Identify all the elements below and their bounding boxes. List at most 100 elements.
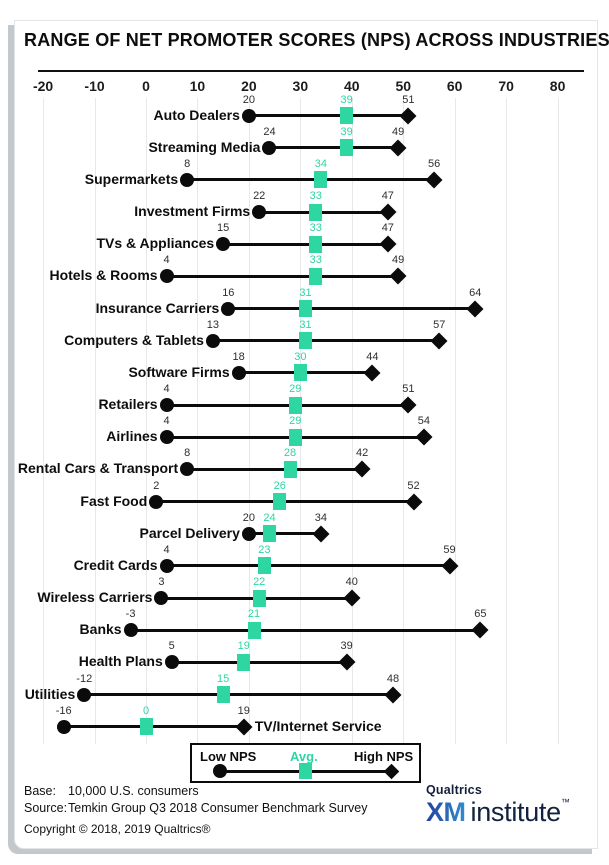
high-value: 19 (237, 704, 250, 717)
low-value: 4 (163, 254, 170, 267)
industry-label: Retailers (98, 396, 158, 413)
range-line (84, 693, 393, 697)
industry-label: Airlines (106, 428, 158, 445)
high-value: 47 (381, 222, 394, 235)
gridline (454, 98, 456, 744)
low-marker (180, 172, 195, 187)
legend-low-label: Low NPS (200, 749, 257, 764)
low-marker (205, 333, 220, 348)
industry-label: Hotels & Rooms (49, 267, 158, 284)
gridline (300, 98, 302, 744)
legend-avg-label: Avg. (290, 749, 318, 764)
avg-value: 33 (309, 254, 322, 267)
avg-value: 39 (340, 93, 353, 106)
avg-value: 29 (289, 415, 302, 428)
x-tick-label: 0 (142, 78, 150, 94)
industry-label: Streaming Media (148, 138, 261, 155)
avg-marker (288, 396, 302, 414)
gridline (197, 98, 199, 744)
low-value: 13 (206, 318, 219, 331)
low-marker (123, 623, 138, 638)
qualtrics-wordmark: Qualtrics (426, 783, 482, 797)
low-marker (221, 301, 236, 316)
range-line (171, 660, 347, 664)
avg-marker (262, 525, 276, 543)
avg-marker (314, 171, 328, 189)
range-line (166, 403, 409, 407)
high-value: 64 (469, 286, 482, 299)
avg-marker (309, 235, 323, 253)
low-value: 4 (163, 383, 170, 396)
x-tick-label: 70 (498, 78, 514, 94)
x-tick-label: -10 (84, 78, 105, 94)
high-value: 34 (314, 511, 328, 524)
low-marker (216, 237, 231, 252)
range-line (187, 178, 435, 182)
avg-value: 23 (258, 543, 271, 556)
legend: Low NPS Avg. High NPS (190, 743, 421, 783)
avg-value: 28 (283, 447, 297, 460)
low-value: 18 (232, 350, 245, 363)
range-line (248, 114, 409, 117)
avg-marker (139, 718, 153, 736)
x-tick-label: 80 (549, 78, 566, 94)
base-value: 10,000 U.S. consumers (68, 784, 199, 798)
qualtrics-xm-institute-logo: Qualtrics XM institute™ (426, 783, 588, 828)
industry-label: Auto Dealers (153, 106, 240, 123)
low-value: -16 (55, 704, 72, 717)
gridline (248, 98, 250, 744)
low-marker (77, 687, 92, 702)
low-value: 24 (263, 125, 276, 138)
high-value: 51 (402, 93, 415, 106)
low-value: 4 (163, 543, 170, 556)
trademark-symbol: ™ (560, 797, 570, 807)
x-tick-label: -20 (32, 78, 54, 94)
base-label: Base: (24, 784, 56, 798)
gridline (351, 98, 353, 744)
low-value: 8 (184, 157, 191, 170)
avg-marker (288, 428, 302, 446)
range-line (166, 274, 399, 278)
avg-marker (216, 686, 230, 704)
high-value: 54 (417, 415, 430, 428)
low-value: 3 (158, 576, 165, 589)
low-marker (164, 655, 179, 670)
low-value: 22 (253, 190, 266, 202)
diamond-icon (383, 763, 400, 780)
low-marker (159, 558, 174, 573)
x-tick-label: 20 (241, 78, 257, 94)
source-value: Temkin Group Q3 2018 Consumer Benchmark … (68, 801, 368, 815)
avg-marker (237, 653, 251, 671)
low-value: 8 (184, 447, 191, 460)
range-line (212, 339, 440, 343)
range-line (269, 146, 399, 150)
industry-label: Banks (79, 621, 122, 638)
title-rule (38, 70, 584, 72)
high-value: 57 (433, 318, 446, 331)
avg-marker (283, 460, 297, 478)
avg-marker (257, 557, 271, 575)
low-value: 5 (168, 640, 175, 653)
low-marker (241, 526, 256, 541)
copyright-text: Copyright © 2018, 2019 Qualtrics® (24, 822, 211, 836)
avg-marker (298, 300, 312, 318)
high-value: 56 (427, 157, 441, 170)
x-tick-label: 30 (292, 78, 309, 94)
avg-marker (247, 621, 261, 639)
source-line: Source: Temkin Group Q3 2018 Consumer Be… (24, 801, 367, 815)
low-value: 20 (242, 93, 256, 106)
low-marker (241, 108, 256, 123)
range-line (63, 725, 244, 729)
avg-marker (293, 364, 307, 382)
avg-marker (340, 107, 354, 124)
avg-value: 15 (217, 672, 230, 685)
avg-marker (298, 332, 312, 350)
low-value: 4 (163, 415, 170, 428)
source-label: Source: (24, 801, 68, 815)
avg-value: 22 (253, 576, 266, 589)
high-value: 40 (345, 576, 358, 589)
gridline (146, 98, 147, 744)
industry-label: TVs & Appliances (96, 235, 215, 252)
high-value: 47 (381, 190, 394, 202)
low-marker (180, 462, 195, 477)
